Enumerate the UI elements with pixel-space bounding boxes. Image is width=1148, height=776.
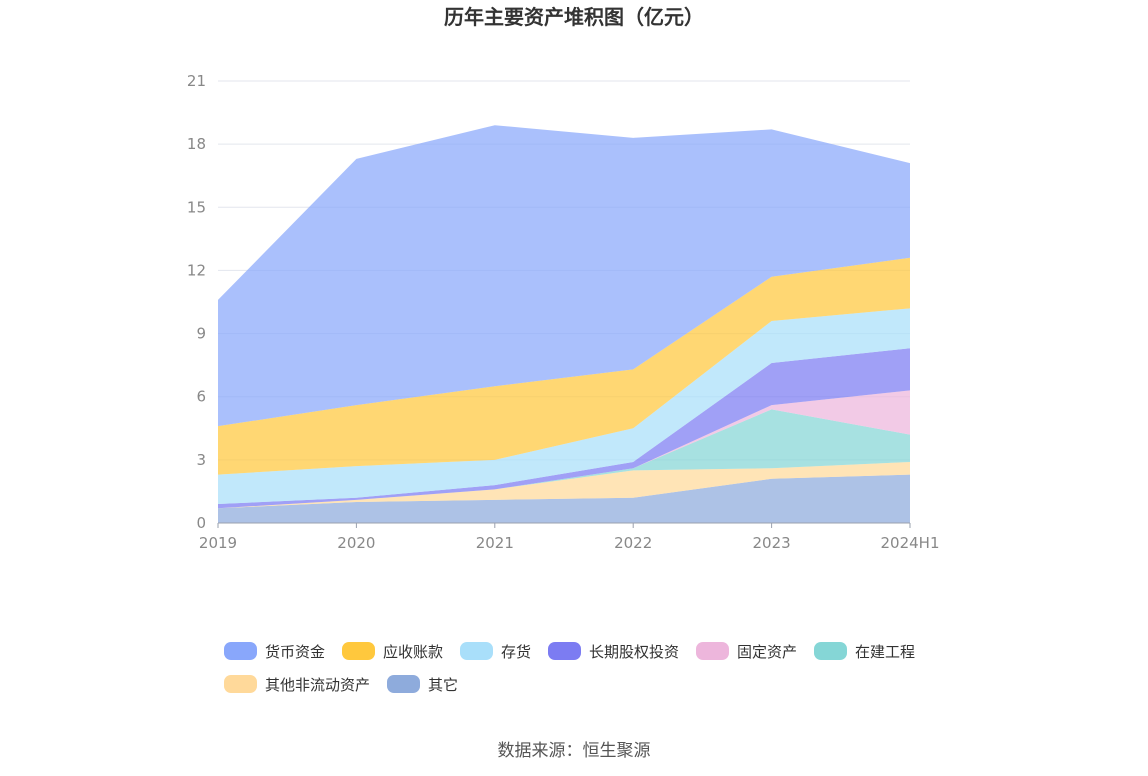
legend-swatch [814,642,847,660]
area-货币资金 [218,125,910,427]
legend-label: 固定资产 [737,643,797,661]
legend-label: 货币资金 [265,643,325,661]
legend-label: 长期股权投资 [589,643,679,661]
legend-swatch [224,642,257,660]
y-tick-label: 9 [196,325,206,343]
legend-item[interactable]: 固定资产 [696,642,797,661]
legend-item[interactable]: 其他非流动资产 [224,675,370,694]
y-tick-label: 15 [187,198,206,216]
area-series-group [218,125,910,523]
data-source-note: 数据来源：恒生聚源 [498,741,651,761]
area-存货 [218,308,910,505]
area-其他非流动资产 [218,461,910,509]
x-tick-label: 2023 [753,534,791,552]
axes: 2019 2020 2021 2022 2023 2024H1 [199,522,940,552]
legend-label: 存货 [501,643,531,661]
y-tick-label: 12 [187,261,206,279]
legend-item[interactable]: 在建工程 [814,642,915,661]
y-tick-label: 3 [196,451,206,469]
y-tick-label: 21 [187,72,206,90]
area-固定资产 [218,390,910,509]
y-tick-label: 18 [187,135,206,153]
y-tick-label: 0 [196,514,206,532]
area-其它 [218,474,910,523]
area-长期股权投资 [218,348,910,509]
chart-title: 历年主要资产堆积图（亿元） [444,5,704,29]
legend-item[interactable]: 长期股权投资 [548,642,679,661]
legend-swatch [548,642,581,660]
x-tick-label: 2019 [199,534,237,552]
legend-swatch [460,642,493,660]
legend-swatch [342,642,375,660]
legend-item[interactable]: 存货 [460,642,531,661]
legend-label: 应收账款 [383,643,443,661]
legend-swatch [224,675,257,693]
legend-label: 其他非流动资产 [265,676,370,694]
x-tick-label: 2022 [614,534,652,552]
area-在建工程 [218,409,910,509]
legend-label: 在建工程 [855,643,915,661]
legend-item[interactable]: 应收账款 [342,642,443,661]
area-应收账款 [218,257,910,475]
x-tick-label: 2020 [337,534,375,552]
legend-swatch [696,642,729,660]
x-tick-label: 2021 [476,534,514,552]
y-tick-label: 6 [196,388,206,406]
x-tick-label: 2024H1 [881,534,940,552]
legend-swatch [387,675,420,693]
legend-item[interactable]: 货币资金 [224,642,325,661]
legend-item[interactable]: 其它 [387,675,458,694]
legend-label: 其它 [428,676,458,694]
